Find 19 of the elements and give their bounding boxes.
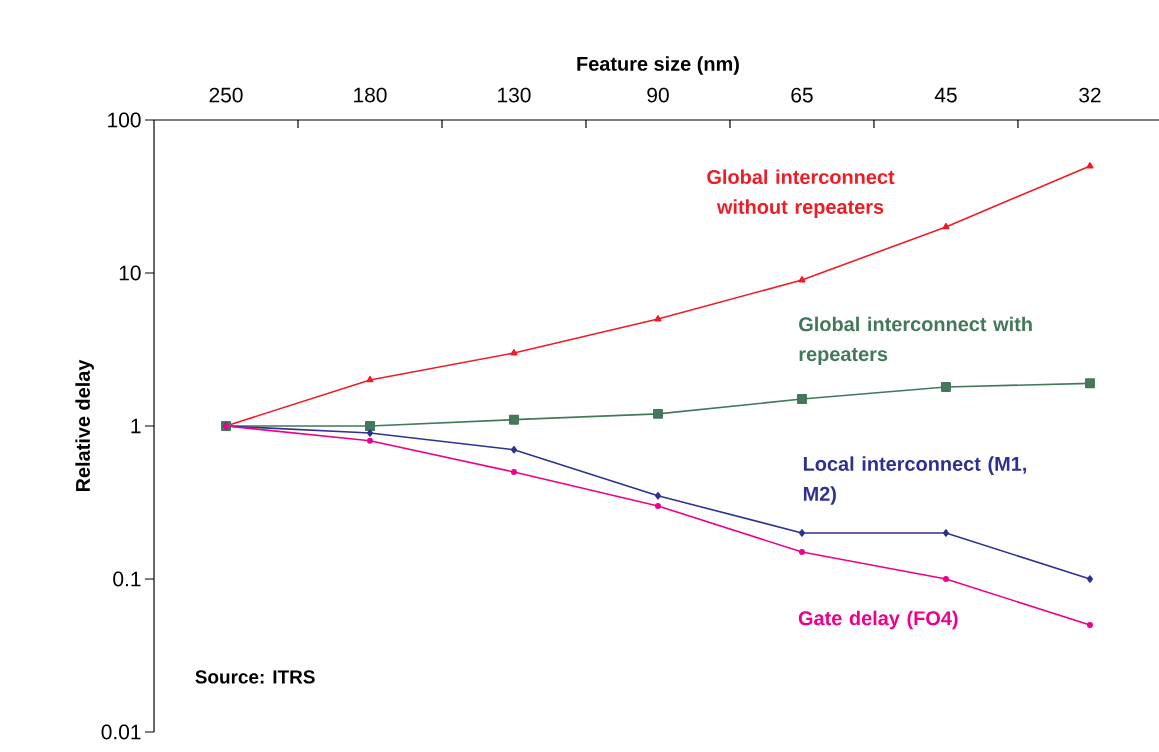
- x-axis-title: Feature size (nm): [577, 56, 739, 75]
- x-tick-label: 130: [498, 87, 531, 103]
- series-label: Global interconnect without repeaters: [707, 169, 895, 218]
- y-tick-label: 0.1: [113, 571, 141, 587]
- series-label: Gate delay (FO4): [798, 610, 958, 630]
- x-tick-label: 90: [647, 87, 669, 103]
- y-tick-label: 10: [119, 265, 141, 281]
- annotation: Source: ITRS: [195, 670, 315, 684]
- x-tick-label: 65: [791, 87, 813, 103]
- x-tick-label: 45: [934, 87, 957, 103]
- series-label: Local interconnect (M1, M2): [803, 456, 1027, 505]
- series-label: Global interconnect with repeaters: [799, 316, 1032, 366]
- y-axis-title: Relative delay: [75, 359, 94, 492]
- y-tick-label: 100: [108, 112, 141, 128]
- y-tick-label: 1: [131, 418, 141, 434]
- x-tick-label: 250: [209, 87, 243, 103]
- x-tick-label: 32: [1079, 87, 1101, 103]
- y-tick-label: 0.01: [101, 724, 141, 740]
- x-tick-label: 180: [354, 87, 387, 103]
